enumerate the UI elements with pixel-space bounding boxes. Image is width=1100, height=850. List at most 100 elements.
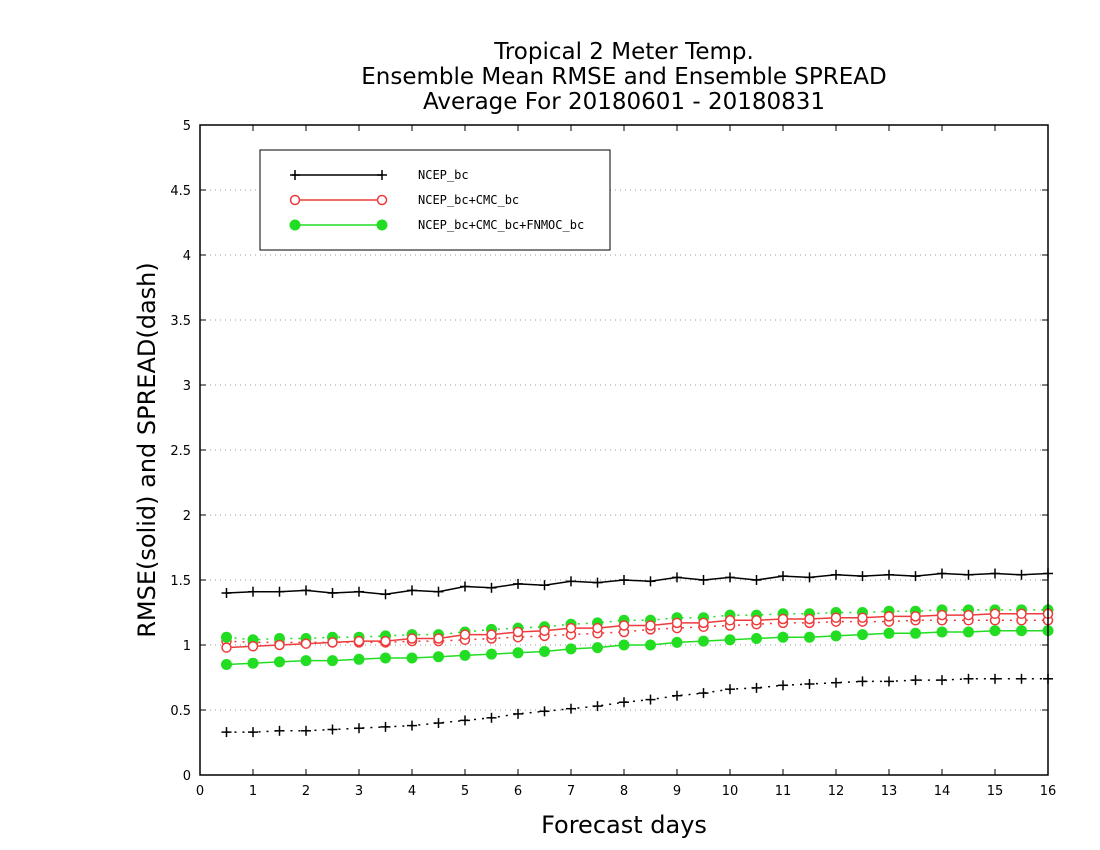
rmse-point [963, 626, 974, 638]
rmse-point [274, 586, 285, 597]
rmse-point [248, 586, 258, 597]
legend-marker [289, 219, 301, 231]
y-tick-label: 2 [183, 509, 191, 524]
rmse-point [645, 576, 656, 587]
spread-point [672, 690, 682, 701]
rmse-series-0 [221, 568, 1053, 600]
rmse-point [486, 629, 497, 640]
rmse-point [883, 627, 895, 639]
legend: NCEP_bc NCEP_bc+CMC_bc NCEP_bc+CMC_bc+FNMO… [259, 149, 611, 251]
y-tick-label: 4.5 [170, 184, 191, 199]
spread-point [645, 694, 656, 705]
rmse-point [618, 639, 630, 651]
spread-point [619, 697, 629, 708]
rmse-point [566, 576, 576, 587]
rmse-point [910, 627, 921, 639]
rmse-point [804, 572, 815, 583]
rmse-point [937, 568, 947, 579]
chart-title-line-1: Tropical 2 Meter Temp. [493, 39, 754, 65]
rmse-point [300, 655, 312, 667]
rmse-series-layer [221, 568, 1054, 670]
x-tick-label: 8 [620, 784, 628, 799]
y-tick-label: 1 [183, 639, 191, 654]
x-tick-label: 2 [302, 784, 310, 799]
rmse-point [406, 633, 418, 644]
rmse-point [539, 580, 550, 591]
rmse-point [990, 568, 1000, 579]
y-tick-label: 0.5 [170, 704, 191, 719]
spread-series-0 [221, 673, 1053, 738]
rmse-point [698, 575, 709, 585]
rmse-point [539, 646, 550, 657]
spread-point [698, 688, 709, 699]
y-tick-label: 4 [183, 249, 191, 264]
rmse-point [725, 572, 735, 583]
rmse-point [486, 648, 497, 660]
spread-point [221, 631, 232, 643]
chart-title-line-3: Average For 20180601 - 20180831 [423, 89, 825, 115]
rmse-point [645, 620, 656, 631]
spread-point [1016, 673, 1027, 684]
rmse-point [857, 629, 868, 641]
spread-point [486, 712, 497, 723]
spread-point [407, 720, 417, 731]
rmse-point [618, 620, 630, 631]
spread-point [910, 675, 921, 686]
rmse-point [724, 615, 736, 626]
rmse-point [301, 585, 311, 596]
legend-marker [376, 219, 388, 231]
rmse-point [274, 656, 285, 668]
spread-point [778, 680, 788, 691]
y-tick-label: 1.5 [170, 574, 191, 589]
x-tick-label: 16 [1040, 784, 1057, 799]
spread-point [301, 725, 311, 736]
x-tick-label: 14 [934, 784, 951, 799]
rmse-point [327, 588, 338, 598]
rmse-point [830, 612, 842, 623]
rmse-point [698, 635, 709, 647]
rmse-point [433, 651, 444, 663]
rmse-point [751, 575, 762, 585]
rmse-point [645, 639, 656, 651]
chart-title-line-2: Ensemble Mean RMSE and Ensemble SPREAD [361, 64, 886, 90]
axis-ticks: 0 1 2 3 4 5 6 7 8 9 10 11 12 13 14 15 1600.511.522.533.5… [170, 119, 1056, 799]
rmse-point [857, 571, 868, 582]
legend-label: NCEP_bc+CMC_bc [418, 193, 519, 207]
rmse-point [672, 572, 682, 583]
rmse-point [1016, 569, 1027, 580]
rmse-point [698, 617, 709, 629]
legend-entries: NCEP_bc NCEP_bc+CMC_bc NCEP_bc+CMC_bc+FNMO… [289, 168, 584, 232]
legend-label: NCEP_bc [418, 168, 469, 182]
spread-point [433, 718, 444, 728]
spread-point [460, 715, 470, 726]
rmse-point [910, 571, 921, 582]
rmse-point [751, 615, 762, 626]
x-tick-label: 7 [567, 784, 575, 799]
rmse-point [883, 611, 895, 622]
spread-point [513, 708, 523, 719]
rmse-point [989, 625, 1001, 637]
spread-point [831, 677, 841, 688]
x-tick-label: 11 [775, 784, 792, 799]
rmse-point [380, 589, 391, 600]
spread-point [937, 675, 947, 686]
legend-marker [290, 170, 300, 180]
spread-point [592, 701, 603, 712]
spread-point [327, 724, 338, 735]
rmse-point [380, 635, 391, 647]
x-tick-label: 15 [987, 784, 1004, 799]
rmse-point [1016, 625, 1027, 637]
rmse-point [353, 635, 365, 647]
y-tick-label: 3.5 [170, 314, 191, 329]
rmse-point [751, 633, 762, 644]
spread-point [963, 673, 974, 684]
rmse-point [777, 613, 789, 625]
rmse-point [221, 588, 232, 598]
rmse-point [830, 630, 842, 642]
rmse-series-2 [221, 625, 1054, 670]
x-tick-label: 6 [514, 784, 522, 799]
spread-point [884, 676, 894, 687]
rmse-point [221, 659, 232, 670]
rmse-point [327, 655, 338, 667]
